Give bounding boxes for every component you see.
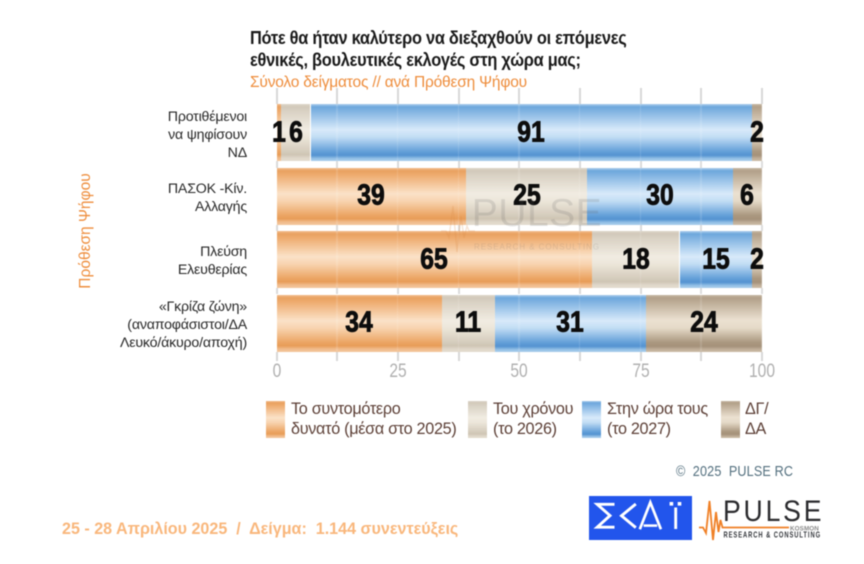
svg-text:KOSMON: KOSMON — [790, 526, 819, 533]
svg-text:RESEARCH & CONSULTING: RESEARCH & CONSULTING — [724, 532, 822, 540]
svg-text:PULSE: PULSE — [723, 495, 824, 529]
